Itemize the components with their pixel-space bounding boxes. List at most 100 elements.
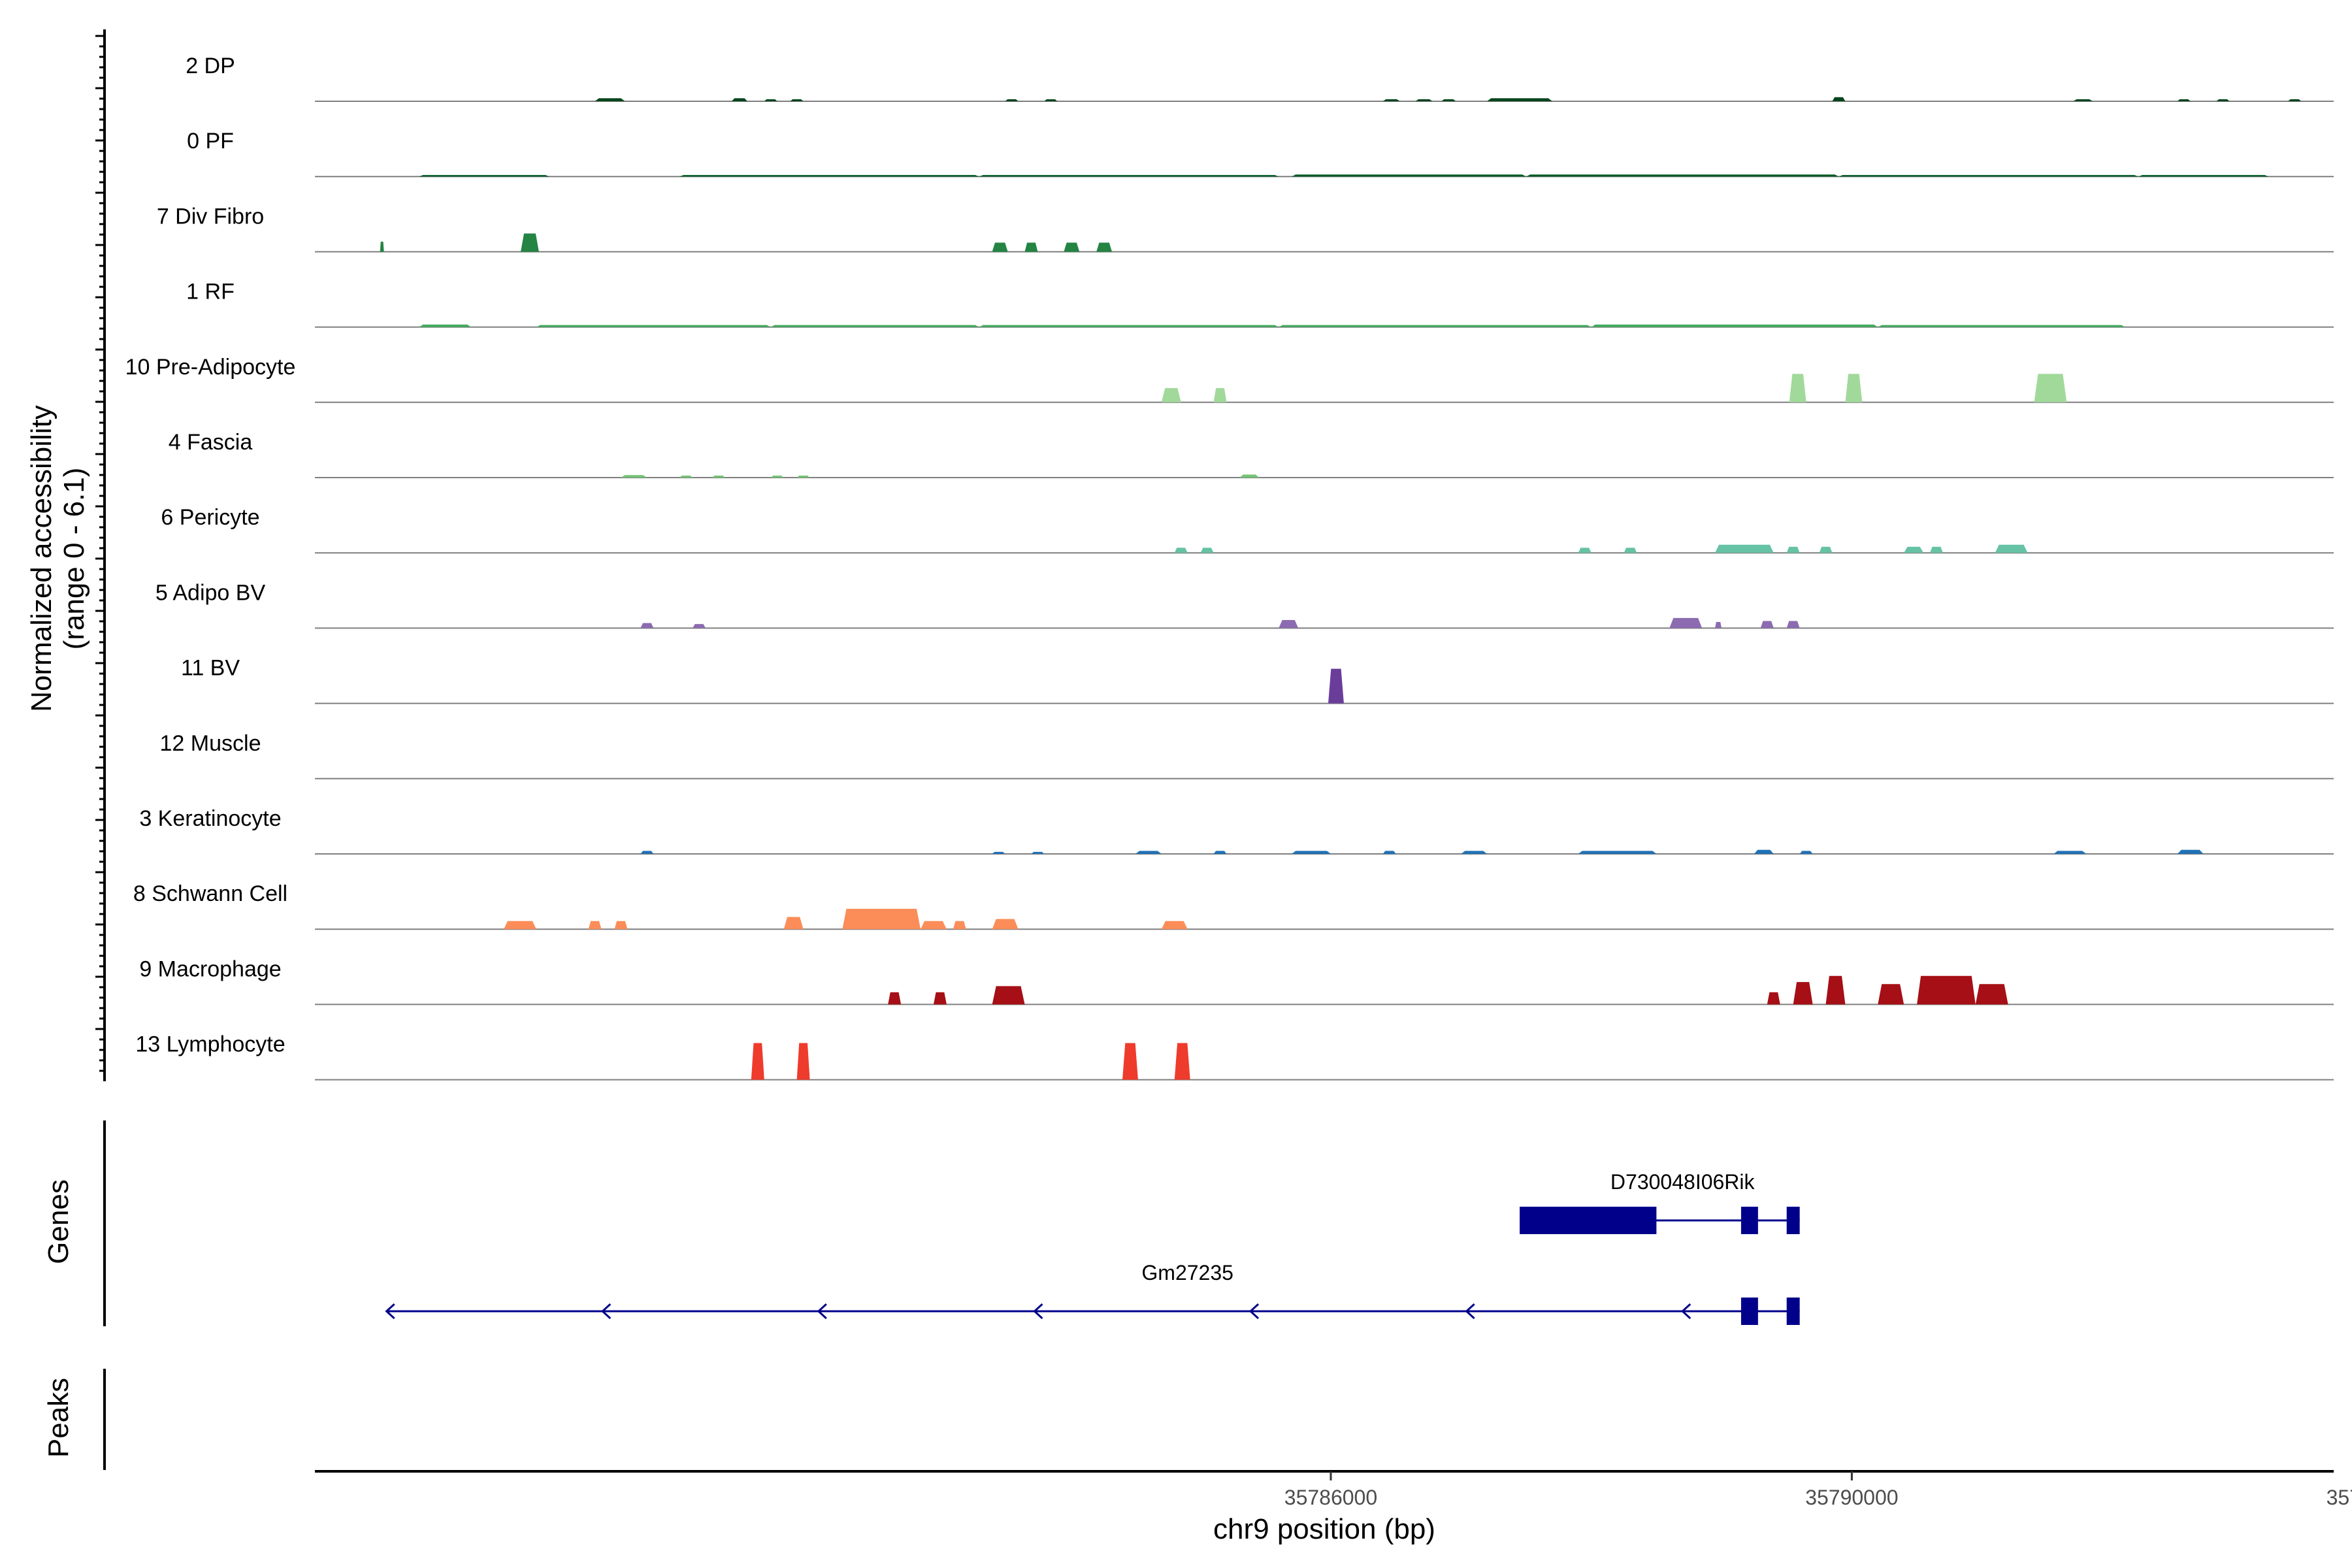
coverage-peak <box>419 324 472 327</box>
coverage-peak <box>1122 1043 1138 1080</box>
track-10-pre-adipocyte: 10 Pre-Adipocyte <box>125 355 2334 403</box>
coverage-peak <box>1578 547 1592 553</box>
coverage-peak <box>888 992 902 1005</box>
coverage-peak <box>2177 849 2204 854</box>
coverage-peak <box>1096 242 1113 252</box>
coverage-peak <box>1441 99 1456 101</box>
coverage-peak <box>1031 851 1045 854</box>
track-1-rf: 1 RF <box>186 280 2334 328</box>
coverage-peak <box>2138 174 2269 177</box>
coverage-peak <box>1799 851 1813 854</box>
coverage-peak <box>1487 98 1552 101</box>
strand-arrow <box>601 1303 612 1320</box>
coverage-peak <box>1415 99 1433 101</box>
coverage-peak <box>2216 99 2230 101</box>
gene-exon <box>1740 1207 1758 1234</box>
coverage-peak <box>783 917 804 930</box>
gene-exon <box>1520 1207 1657 1234</box>
coverage-peak <box>1819 546 1833 553</box>
track-11-bv: 11 BV <box>181 656 2334 704</box>
track-7-div-fibro: 7 Div Fibro <box>157 204 2334 253</box>
coverage-peak <box>1793 982 1813 1005</box>
x-tick-label: 35794000 <box>2327 1486 2352 1509</box>
track-5-adipo-bv: 5 Adipo BV <box>155 580 2334 629</box>
coverage-peak <box>1789 374 1806 402</box>
coverage-peak <box>979 174 1279 177</box>
coverage-peak <box>770 325 979 327</box>
gene-exon <box>1786 1207 1800 1234</box>
track-label: 13 Lymphocyte <box>135 1032 285 1057</box>
track-label: 11 BV <box>181 656 240 681</box>
gene-label: Gm27235 <box>1141 1261 1233 1284</box>
coverage-peak <box>1904 546 1924 553</box>
track-9-macrophage: 9 Macrophage <box>139 956 2334 1005</box>
track-label: 1 RF <box>186 280 235 304</box>
coverage-peak <box>1878 984 1904 1005</box>
track-13-lymphocyte: 13 Lymphocyte <box>135 1032 2334 1081</box>
coverage-peak <box>693 624 706 629</box>
coverage-peak <box>1161 921 1188 930</box>
peaks-panel-title: Peaks <box>42 1378 74 1458</box>
coverage-peak <box>1838 174 2138 177</box>
coverage-peak <box>992 242 1008 252</box>
strand-arrow <box>1249 1303 1260 1320</box>
coverage-peak <box>1461 851 1488 854</box>
y-axis-title-line1: Normalized accessibility <box>25 405 57 711</box>
track-3-keratinocyte: 3 Keratinocyte <box>139 806 2334 855</box>
gene-d730048i06rik: D730048I06Rik <box>1520 1170 1800 1234</box>
coverage-peak <box>2053 851 2087 854</box>
track-label: 9 Macrophage <box>139 956 281 981</box>
coverage-peak <box>1292 851 1331 854</box>
gene-label: D730048I06Rik <box>1610 1170 1756 1194</box>
coverage-peak <box>595 98 625 101</box>
track-label: 2 DP <box>186 54 235 78</box>
coverage-peak <box>1995 544 2028 553</box>
coverage-peak <box>1975 984 2008 1005</box>
track-4-fascia: 4 Fascia <box>169 430 2334 478</box>
coverage-peak <box>731 98 747 101</box>
coverage-peak <box>640 623 654 629</box>
coverage-peak <box>1669 617 1703 629</box>
coverage-peak <box>640 851 654 854</box>
coverage-peak <box>588 921 602 930</box>
coverage-peak <box>979 325 1279 327</box>
coverage-peak <box>992 986 1025 1005</box>
strand-arrow <box>385 1303 395 1320</box>
coverage-peak <box>520 233 539 252</box>
coverage-peak <box>796 1043 810 1080</box>
coverage-peak <box>1200 547 1214 553</box>
coverage-peak <box>764 99 777 101</box>
coverage-peak <box>1328 668 1344 704</box>
track-label: 6 Pericyte <box>161 505 259 530</box>
coverage-peak <box>1578 851 1657 854</box>
coverage-peak <box>790 99 804 101</box>
x-axis-ticks: 35786000 35790000 35794000 <box>1284 1471 2352 1509</box>
coverage-peak <box>1715 622 1722 629</box>
track-label: 10 Pre-Adipocyte <box>125 355 296 380</box>
coverage-peak <box>1832 97 1846 101</box>
track-label: 8 Schwann Cell <box>133 881 287 906</box>
coverage-peak <box>1024 242 1038 252</box>
coverage-peak <box>1382 99 1400 101</box>
coverage-peak <box>1825 975 1846 1005</box>
coverage-peak <box>770 475 784 478</box>
gene-exon <box>1786 1298 1800 1325</box>
track-label: 7 Div Fibro <box>157 204 264 229</box>
strand-arrow <box>817 1303 827 1320</box>
coverage-peak <box>2177 99 2191 101</box>
coverage-peak <box>1292 174 1526 177</box>
coverage-peak <box>536 325 771 327</box>
coverage-peak <box>1174 547 1188 553</box>
coverage-peak <box>2073 99 2093 101</box>
coverage-peak <box>1174 1043 1190 1080</box>
coverage-peak <box>1279 325 1592 327</box>
coverage-peak <box>380 241 384 252</box>
coverage-peak <box>1930 546 1943 553</box>
coverage-peak <box>992 851 1005 854</box>
coverage-peak <box>1767 992 1780 1005</box>
strand-arrow <box>1033 1303 1043 1320</box>
coverage-tracks: 2 DP 0 PF 7 Div Fibro 1 RF 10 Pre-Adipocyte 4… <box>125 54 2334 1081</box>
coverage-peak <box>679 475 693 478</box>
coverage-peak <box>1161 387 1181 402</box>
coverage-peak <box>921 921 947 930</box>
